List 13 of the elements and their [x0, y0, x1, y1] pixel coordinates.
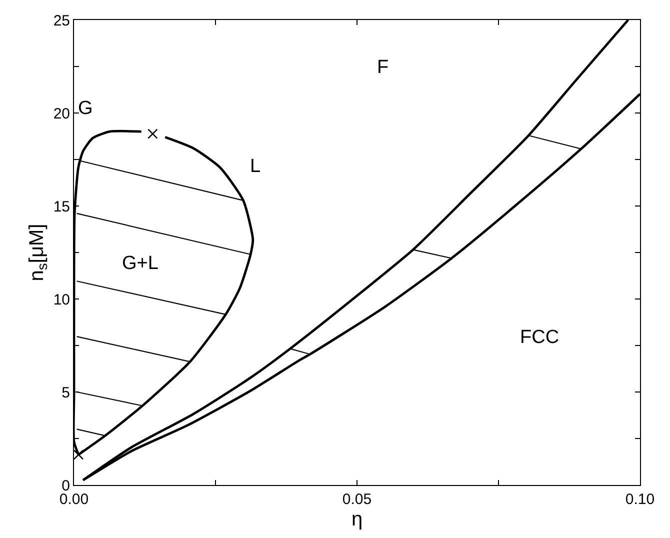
y-tick-label: 10: [53, 291, 70, 308]
y-tick-label: 15: [53, 198, 70, 216]
y-tick-label: 20: [53, 105, 70, 122]
annotation: F: [377, 57, 389, 78]
x-axis-title: η: [351, 508, 363, 530]
annotation: FCC: [520, 327, 560, 348]
annotation: G: [78, 98, 93, 119]
annotation: G+L: [122, 253, 158, 274]
x-tick-label: 0.05: [342, 491, 372, 508]
annotation: L: [250, 156, 261, 177]
y-tick-label: 5: [62, 384, 70, 402]
x-tick-label: 0.10: [625, 491, 655, 508]
y-tick-label: 25: [53, 12, 70, 30]
